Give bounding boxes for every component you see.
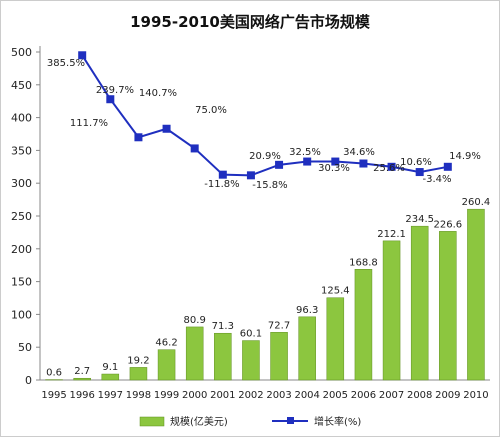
growth-label: -11.8% <box>204 179 239 190</box>
bar <box>242 341 259 380</box>
y-tick-label: 450 <box>11 79 32 92</box>
bar-value-label: 80.9 <box>184 315 206 326</box>
y-tick-label: 100 <box>11 308 32 321</box>
growth-marker <box>303 158 311 166</box>
bar-value-label: 125.4 <box>321 286 350 297</box>
growth-label: -15.8% <box>252 180 287 191</box>
growth-label: 20.9% <box>249 151 281 162</box>
x-tick-label: 2006 <box>351 390 376 401</box>
x-tick-label: 2007 <box>379 390 404 401</box>
x-tick-label: 1995 <box>41 390 66 401</box>
growth-marker <box>247 171 255 179</box>
growth-label: 385.5% <box>47 58 85 69</box>
bar-value-label: 72.7 <box>268 320 290 331</box>
growth-label: 239.7% <box>96 85 134 96</box>
growth-label: 75.0% <box>195 105 227 116</box>
bar-value-label: 71.3 <box>212 321 234 332</box>
legend-bar-label: 规模(亿美元) <box>170 415 228 428</box>
x-tick-label: 2009 <box>435 390 460 401</box>
growth-label: 32.5% <box>289 147 321 158</box>
bar-value-label: 212.1 <box>377 229 406 240</box>
growth-label: 14.9% <box>449 151 481 162</box>
growth-marker <box>444 163 452 171</box>
growth-marker <box>275 161 283 169</box>
bar-value-label: 0.6 <box>46 368 62 379</box>
x-tick-label: 2008 <box>407 390 432 401</box>
x-tick-label: 2004 <box>294 390 319 401</box>
bar-value-label: 234.5 <box>405 214 434 225</box>
growth-marker <box>106 95 114 103</box>
y-tick-label: 0 <box>25 374 32 387</box>
bar-value-label: 19.2 <box>127 355 149 366</box>
bar-value-label: 226.6 <box>433 219 462 230</box>
chart-title: 1995-2010美国网络广告市场规模 <box>130 13 371 31</box>
bar-value-label: 260.4 <box>462 197 491 208</box>
legend-bar-swatch <box>140 417 164 426</box>
y-tick-label: 300 <box>11 177 32 190</box>
growth-label: -3.4% <box>422 174 451 185</box>
y-tick-label: 150 <box>11 276 32 289</box>
y-tick-label: 500 <box>11 46 32 59</box>
bar-value-label: 168.8 <box>349 257 378 268</box>
y-tick-label: 200 <box>11 243 32 256</box>
growth-marker <box>219 171 227 179</box>
growth-marker <box>134 133 142 141</box>
growth-label: 30.3% <box>318 163 350 174</box>
x-tick-label: 1997 <box>98 390 123 401</box>
growth-label: 111.7% <box>70 118 108 129</box>
bar <box>467 209 484 380</box>
bar-value-label: 60.1 <box>240 329 262 340</box>
legend-line-label: 增长率(%) <box>314 415 361 428</box>
bar <box>186 327 203 380</box>
growth-marker <box>191 144 199 152</box>
bar <box>158 350 175 380</box>
bar-value-label: 2.7 <box>74 366 90 377</box>
bar <box>355 269 372 380</box>
y-tick-label: 250 <box>11 210 32 223</box>
bar-value-label: 9.1 <box>102 362 118 373</box>
bar <box>74 378 91 380</box>
x-tick-label: 1998 <box>126 390 151 401</box>
x-tick-label: 2001 <box>210 390 235 401</box>
growth-label: 10.6% <box>400 157 432 168</box>
growth-label: 140.7% <box>139 88 177 99</box>
x-tick-label: 2000 <box>182 390 207 401</box>
y-tick-label: 400 <box>11 112 32 125</box>
growth-label: 34.6% <box>343 147 375 158</box>
bar <box>271 332 288 380</box>
x-tick-label: 2005 <box>323 390 348 401</box>
bar <box>439 231 456 380</box>
x-tick-label: 2003 <box>266 390 291 401</box>
bar <box>383 241 400 380</box>
growth-marker <box>359 160 367 168</box>
bar <box>411 226 428 380</box>
bar <box>214 333 231 380</box>
bar-value-label: 46.2 <box>155 338 177 349</box>
x-tick-label: 1996 <box>69 390 94 401</box>
bar <box>299 317 316 380</box>
bar <box>130 367 147 380</box>
bar <box>327 298 344 380</box>
y-tick-label: 50 <box>18 341 32 354</box>
x-tick-label: 2002 <box>238 390 263 401</box>
bar-value-label: 96.3 <box>296 305 318 316</box>
x-tick-label: 2010 <box>463 390 488 401</box>
bar <box>102 374 119 380</box>
legend-line-marker <box>287 417 294 424</box>
growth-marker <box>163 125 171 133</box>
y-tick-label: 350 <box>11 144 32 157</box>
x-tick-label: 1999 <box>154 390 179 401</box>
